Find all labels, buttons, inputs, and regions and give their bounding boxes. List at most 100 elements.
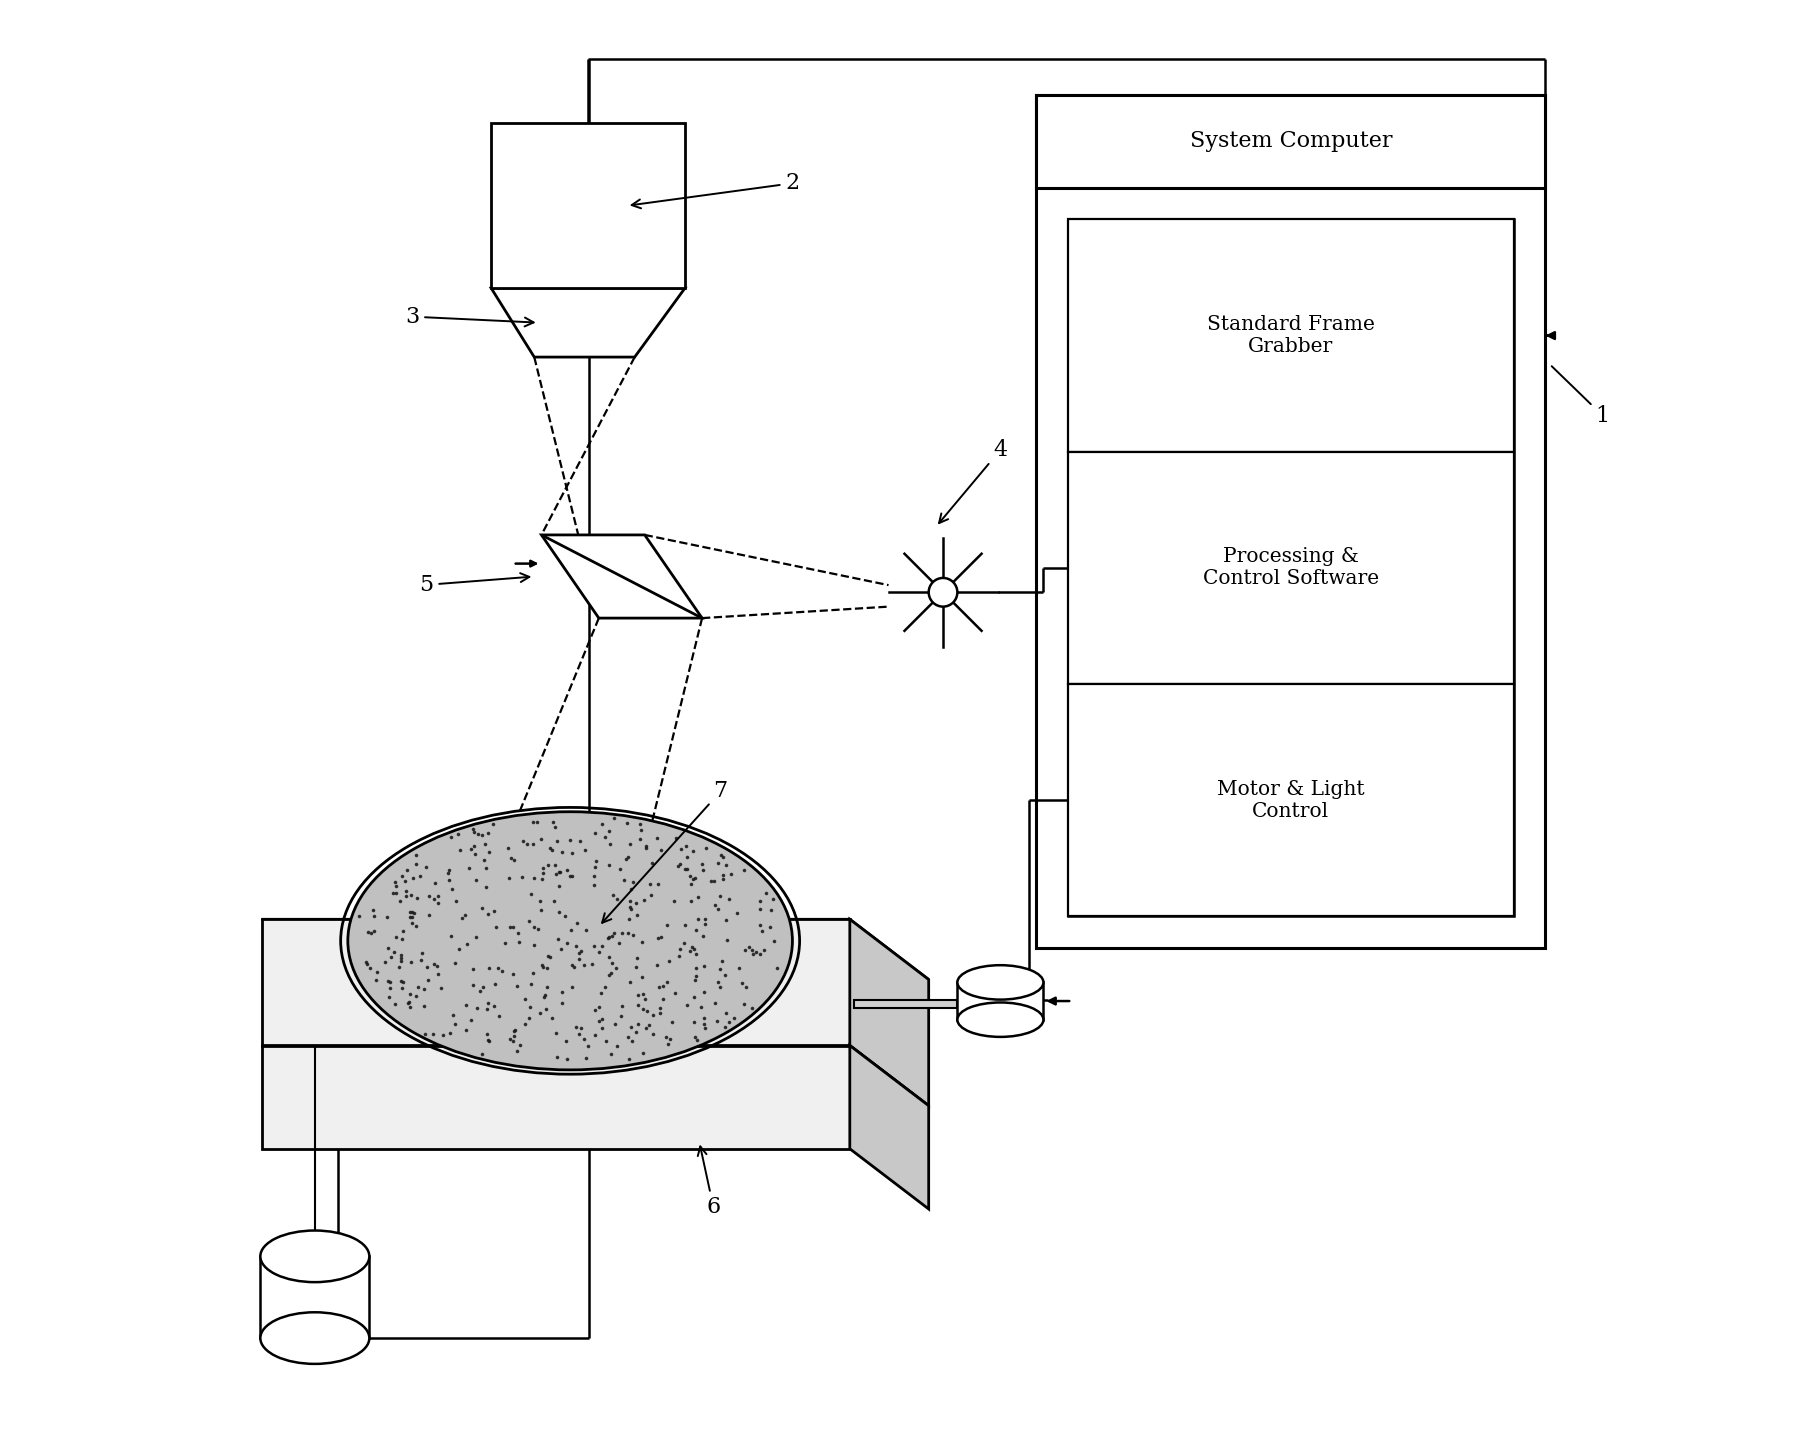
- Point: [362, 969, 391, 992]
- Point: [380, 941, 409, 964]
- Point: [459, 818, 488, 841]
- Point: [482, 915, 511, 938]
- Point: [547, 992, 576, 1015]
- Point: [473, 902, 502, 925]
- Point: [607, 921, 635, 944]
- Point: [529, 862, 558, 885]
- Point: [535, 946, 563, 969]
- Point: [623, 956, 652, 979]
- Point: [556, 918, 585, 941]
- Point: [601, 957, 630, 980]
- Point: [616, 908, 644, 931]
- Point: [691, 912, 720, 935]
- Point: [713, 928, 742, 951]
- Point: [605, 858, 634, 881]
- Point: [585, 996, 614, 1019]
- Point: [416, 884, 445, 907]
- Point: [452, 1019, 481, 1042]
- Text: 1: 1: [1552, 366, 1609, 427]
- Point: [614, 921, 643, 944]
- Point: [544, 861, 572, 884]
- Point: [635, 1013, 664, 1036]
- Point: [729, 859, 758, 882]
- Point: [387, 946, 416, 969]
- Point: [421, 871, 450, 894]
- Point: [716, 862, 745, 885]
- Point: [504, 921, 533, 944]
- Point: [473, 1023, 502, 1046]
- Point: [673, 846, 702, 869]
- Point: [599, 921, 628, 944]
- Point: [596, 961, 625, 984]
- Point: [401, 844, 430, 867]
- Point: [655, 950, 684, 973]
- Point: [599, 806, 628, 829]
- Point: [616, 878, 644, 901]
- Point: [396, 951, 425, 974]
- Point: [617, 1015, 646, 1038]
- Point: [673, 993, 702, 1016]
- Point: [763, 956, 792, 979]
- Point: [454, 856, 482, 879]
- Point: [571, 838, 599, 861]
- Point: [738, 938, 767, 961]
- Point: [671, 835, 700, 858]
- Point: [391, 869, 419, 892]
- Point: [500, 1025, 529, 1048]
- Point: [643, 826, 671, 849]
- Text: 6: 6: [698, 1147, 720, 1219]
- Point: [650, 974, 679, 997]
- Point: [745, 914, 774, 937]
- Point: [470, 832, 499, 855]
- Point: [551, 905, 580, 928]
- Point: [398, 884, 427, 907]
- Point: [704, 971, 733, 994]
- Point: [661, 981, 689, 1004]
- Point: [734, 935, 763, 958]
- Point: [677, 872, 706, 895]
- Ellipse shape: [261, 1230, 369, 1282]
- Point: [711, 964, 740, 987]
- Point: [562, 911, 590, 934]
- Point: [376, 971, 405, 994]
- Point: [623, 1020, 652, 1043]
- Point: [400, 901, 428, 924]
- Point: [688, 994, 716, 1017]
- Point: [691, 836, 720, 859]
- Point: [680, 986, 709, 1009]
- Point: [538, 810, 567, 833]
- Point: [670, 858, 698, 881]
- Point: [544, 927, 572, 950]
- Point: [412, 956, 441, 979]
- Point: [661, 890, 689, 912]
- Point: [473, 822, 502, 845]
- Point: [628, 930, 657, 953]
- Point: [733, 976, 761, 999]
- Point: [670, 931, 698, 954]
- Point: [664, 854, 693, 877]
- Point: [711, 1016, 740, 1039]
- Point: [459, 821, 488, 844]
- Point: [450, 904, 479, 927]
- Point: [419, 887, 448, 910]
- Point: [398, 905, 427, 928]
- Point: [607, 994, 635, 1017]
- Point: [689, 1012, 718, 1035]
- Point: [533, 944, 562, 967]
- Point: [590, 976, 619, 999]
- Point: [556, 829, 585, 852]
- Point: [585, 1010, 614, 1033]
- Point: [475, 1030, 504, 1053]
- Point: [414, 902, 443, 925]
- Point: [542, 862, 571, 885]
- Point: [646, 838, 675, 861]
- Point: [580, 821, 608, 844]
- Point: [700, 894, 729, 917]
- Point: [437, 826, 466, 849]
- Point: [524, 918, 553, 941]
- Point: [419, 1023, 448, 1046]
- Point: [747, 920, 776, 943]
- Point: [457, 1009, 486, 1032]
- Point: [398, 911, 427, 934]
- Point: [760, 930, 788, 953]
